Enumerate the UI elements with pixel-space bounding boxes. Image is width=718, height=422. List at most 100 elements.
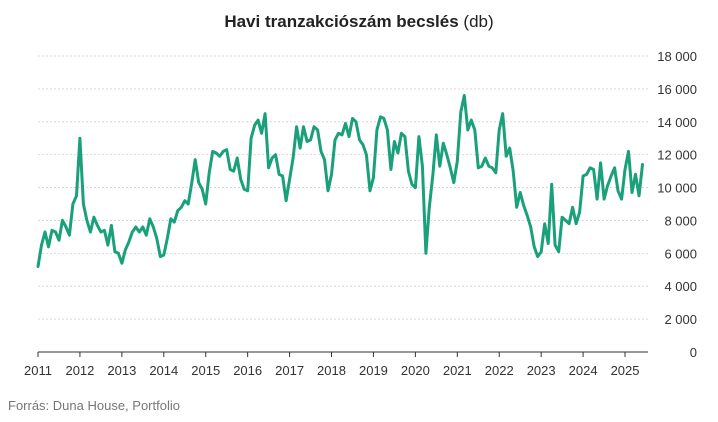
data-point [477, 166, 480, 169]
chart-title: Havi tranzakciószám becslés (db) [0, 12, 718, 32]
data-point [428, 206, 431, 209]
data-point [620, 197, 623, 201]
data-point [274, 153, 277, 156]
data-point [613, 166, 616, 169]
data-point [431, 173, 435, 176]
data-point [71, 202, 75, 206]
data-point [333, 138, 337, 142]
data-point [424, 252, 428, 255]
data-point [501, 112, 504, 115]
data-point [588, 166, 592, 169]
data-point [194, 158, 197, 161]
data-point [567, 222, 571, 225]
data-point [162, 253, 165, 257]
x-tick-label: 2013 [107, 363, 136, 378]
data-point [553, 243, 557, 247]
data-point [222, 150, 225, 153]
data-point [236, 156, 239, 160]
data-point [323, 158, 326, 161]
y-axis-labels: 0 2 000 4 000 6 000 8 000 10 000 12 000 14 000 1… [657, 49, 697, 360]
data-point [330, 173, 333, 176]
data-point [560, 216, 564, 219]
y-tick-label: 10 000 [657, 181, 697, 196]
data-point [253, 123, 256, 127]
data-point [595, 197, 599, 201]
data-point [602, 197, 606, 201]
series-layer [36, 94, 644, 268]
data-point [578, 211, 581, 214]
data-point [43, 230, 47, 234]
data-point [403, 135, 407, 138]
x-tick-label: 2020 [401, 363, 430, 378]
x-tick-label: 2012 [65, 363, 94, 378]
data-point [152, 225, 155, 229]
data-point [180, 206, 183, 209]
x-tick-label: 2023 [527, 363, 556, 378]
data-point [491, 166, 494, 169]
data-point [508, 146, 511, 150]
data-point [239, 178, 242, 181]
data-point [92, 216, 96, 219]
data-point [599, 161, 602, 165]
data-point [197, 181, 200, 184]
y-tick-label: 6 000 [664, 246, 697, 261]
data-point [127, 240, 131, 243]
data-point [351, 117, 354, 120]
x-tick-label: 2017 [275, 363, 304, 378]
data-point [393, 140, 396, 143]
y-tick-label: 2 000 [664, 312, 697, 327]
data-point [141, 225, 144, 229]
data-point [494, 171, 497, 174]
y-tick-label: 0 [690, 345, 697, 360]
x-tick-label: 2014 [149, 363, 178, 378]
data-point [89, 230, 92, 234]
data-point [113, 250, 117, 253]
data-point [386, 128, 389, 132]
data-point [484, 156, 487, 160]
x-axis [37, 351, 648, 357]
data-point [616, 189, 620, 192]
data-point [505, 155, 508, 158]
data-point [103, 229, 106, 232]
data-point [61, 219, 64, 222]
data-point [82, 202, 85, 206]
data-point [277, 173, 281, 176]
data-point [159, 255, 162, 258]
data-point [519, 191, 522, 194]
data-point [452, 181, 455, 184]
data-point [459, 110, 462, 114]
y-tick-label: 18 000 [657, 49, 697, 64]
data-point [442, 142, 445, 145]
data-point [543, 222, 546, 225]
data-point [382, 117, 386, 120]
data-point [173, 220, 176, 224]
grid-lines [38, 55, 648, 320]
data-point [354, 120, 358, 124]
y-tick-label: 16 000 [657, 82, 697, 97]
data-point [246, 189, 249, 192]
data-point [637, 194, 641, 197]
data-point [295, 125, 298, 128]
data-point [57, 239, 61, 242]
y-tick-label: 4 000 [664, 279, 697, 294]
data-point [623, 168, 627, 171]
data-point [134, 225, 137, 229]
x-tick-label: 2018 [317, 363, 346, 378]
data-point [131, 230, 134, 234]
data-point [36, 265, 40, 268]
data-point [533, 245, 536, 248]
data-point [155, 237, 158, 240]
data-point [64, 225, 68, 229]
data-point [498, 128, 501, 132]
data-point [574, 222, 578, 225]
data-point [243, 188, 246, 191]
data-point [389, 168, 393, 171]
data-point [291, 156, 295, 160]
data-point [445, 153, 448, 156]
data-point [347, 135, 351, 138]
data-point [267, 166, 270, 169]
data-point [368, 189, 372, 192]
x-axis-labels: 2011 2012 2013 2014 2015 2016 2017 2018 2019 2020… [24, 363, 639, 378]
y-tick-label: 14 000 [657, 115, 697, 130]
